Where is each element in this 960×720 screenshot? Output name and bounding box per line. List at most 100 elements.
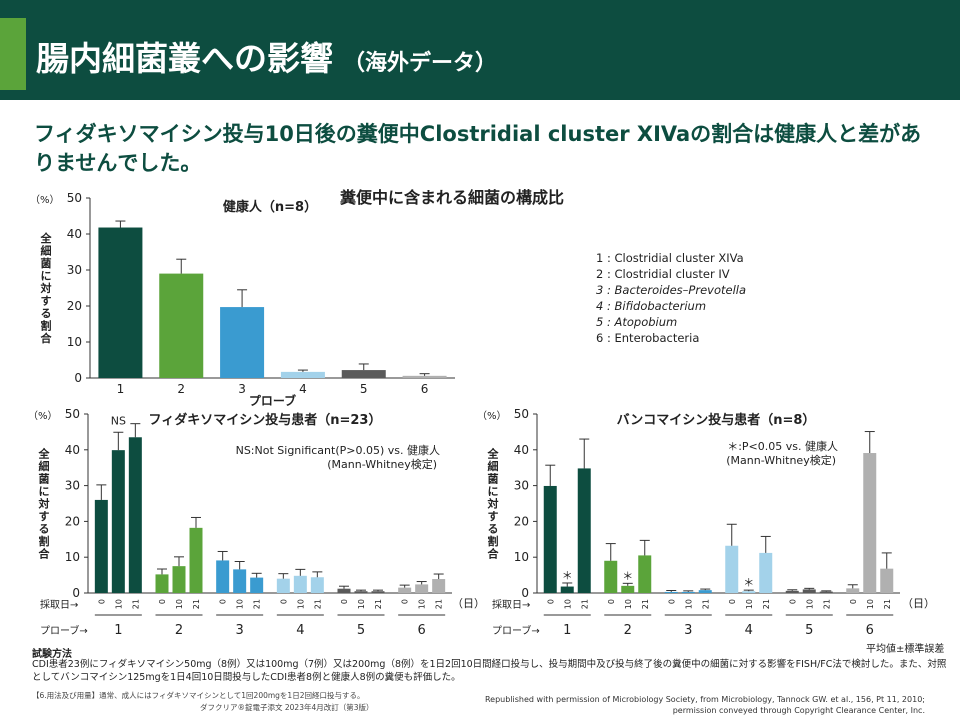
vancomycin-ylabel-char: る <box>488 523 499 536</box>
healthy-y-tick-label: 50 <box>67 191 82 205</box>
vancomycin-bar <box>846 588 860 593</box>
fidaxomicin-ylabel-char: る <box>39 523 50 536</box>
vancomycin-bar <box>863 453 877 593</box>
probe-legend-line: 2 : Clostridial cluster IV <box>596 267 730 281</box>
fidaxomicin-bar <box>172 566 186 593</box>
fidaxomicin-day-label: 10 <box>175 599 184 609</box>
vancomycin-bar <box>725 545 739 593</box>
vancomycin-day-label: 21 <box>883 599 892 609</box>
header-bar: 腸内細菌叢への影響 （海外データ） <box>0 0 960 100</box>
page-title: 腸内細菌叢への影響 （海外データ） <box>36 39 498 78</box>
vancomycin-bar <box>604 560 618 593</box>
healthy-ylabel-char: る <box>41 307 52 320</box>
fidaxomicin-day-label: 0 <box>340 599 349 604</box>
vancomycin-day-label: 10 <box>684 599 693 609</box>
vancomycin-y-tick-label: 30 <box>514 479 529 493</box>
vancomycin-probe-arrow-label: プローブ→ <box>492 624 540 637</box>
method-text: CDI患者23例にフィダキソマイシン50mg（8例）又は100mg（7例）又は2… <box>32 659 947 683</box>
vancomycin-x-tick-label: 6 <box>866 623 874 638</box>
fidaxomicin-day-label: 10 <box>418 599 427 609</box>
vancomycin-bar <box>880 568 894 593</box>
vancomycin-note-1: ＊:P<0.05 vs. 健康人 <box>727 439 838 453</box>
vancomycin-significance-mark: ＊ <box>562 569 573 582</box>
fidaxomicin-ylabel-char: す <box>39 510 50 523</box>
fidaxomicin-day-label: 21 <box>374 599 383 609</box>
fidaxomicin-x-tick-label: 2 <box>175 623 183 638</box>
healthy-y-tick-label: 0 <box>74 371 82 385</box>
healthy-ylabel-char: 細 <box>41 244 52 258</box>
fidaxomicin-bar <box>94 499 108 593</box>
vancomycin-significance-mark: ＊ <box>743 576 754 589</box>
fidaxomicin-bar <box>216 560 230 593</box>
vancomycin-note-2: (Mann-Whitney検定) <box>726 453 836 467</box>
vancomycin-bar <box>577 468 591 593</box>
vancomycin-day-label: 10 <box>866 599 875 609</box>
fidaxomicin-day-label: 10 <box>357 599 366 609</box>
healthy-x-tick-label: 4 <box>299 382 307 396</box>
vancomycin-day-label: 10 <box>563 599 572 609</box>
healthy-y-tick-label: 20 <box>67 299 82 313</box>
healthy-chart-title: 健康人（n=8） <box>223 199 317 215</box>
vancomycin-ylabel-char: 合 <box>488 547 500 561</box>
fidaxomicin-bar <box>111 450 125 593</box>
fidaxomicin-bar <box>276 578 290 593</box>
vancomycin-day-label: 21 <box>580 599 589 609</box>
vancomycin-ylabel-char: 細 <box>488 459 499 473</box>
healthy-ylabel-char: 全 <box>40 231 53 245</box>
fidaxomicin-x-tick-label: 6 <box>418 623 426 638</box>
fidaxomicin-day-label: 0 <box>401 599 410 604</box>
healthy-bar <box>341 370 386 378</box>
vancomycin-x-tick-label: 3 <box>684 623 692 638</box>
fidaxomicin-ylabel-char: 全 <box>38 447 51 461</box>
vancomycin-day-label: 0 <box>607 599 616 604</box>
probe-legend-line: 3 : Bacteroides–Prevotella <box>596 283 746 297</box>
vancomycin-bar <box>802 589 816 593</box>
fidaxomicin-ylabel-char: 対 <box>38 497 50 511</box>
healthy-x-tick-label: 6 <box>421 382 429 396</box>
fidaxomicin-x-tick-label: 5 <box>357 623 365 638</box>
healthy-bar <box>402 375 447 378</box>
fidaxomicin-bar <box>310 577 324 593</box>
vancomycin-day-label: 21 <box>701 599 710 609</box>
fidaxomicin-ylabel-char: に <box>39 485 50 498</box>
fidaxomicin-ylabel-char: 割 <box>39 534 50 548</box>
healthy-y-tick-label: 10 <box>67 335 82 349</box>
vancomycin-day-label: 10 <box>624 599 633 609</box>
mean-note: 平均値±標準誤差 <box>866 644 945 655</box>
probe-legend-line: 1 : Clostridial cluster XIVa <box>596 251 744 265</box>
probe-legend-line: 4 : Bifidobacterium <box>596 299 706 313</box>
fidaxomicin-day-label: 0 <box>279 599 288 604</box>
probe-legend-line: 6 : Enterobacteria <box>596 331 699 345</box>
fidaxomicin-day-label: 10 <box>236 599 245 609</box>
package-insert-note: ダフクリア®錠電子添文 2023年4月改訂（第3版） <box>200 703 374 712</box>
fidaxomicin-day-label: 21 <box>313 599 322 609</box>
permission-note: Republished with permission of Microbiol… <box>420 694 925 716</box>
healthy-bar <box>159 273 204 378</box>
fidaxomicin-ylabel-char: 細 <box>39 459 50 473</box>
healthy-y-tick-label: 40 <box>67 227 82 241</box>
fidaxomicin-day-label: 0 <box>219 599 228 604</box>
fidaxomicin-bar <box>250 577 264 593</box>
vancomycin-y-tick-label: 20 <box>514 514 529 528</box>
fidaxomicin-bar <box>128 437 142 593</box>
vancomycin-y-tick-label: 10 <box>514 550 529 564</box>
vancomycin-y-tick-label: 40 <box>514 443 529 457</box>
vancomycin-ylabel-char: す <box>488 510 499 523</box>
fidaxomicin-bar <box>398 587 412 593</box>
figure-title: 糞便中に含まれる細菌の構成比 <box>340 188 565 207</box>
vancomycin-bar <box>819 591 833 593</box>
fidaxomicin-y-tick-label: 20 <box>65 514 80 528</box>
fidaxomicin-note-1: NS:Not Significant(P>0.05) vs. 健康人 <box>236 443 440 457</box>
vancomycin-day-label: 0 <box>667 599 676 604</box>
vancomycin-day-label: 21 <box>822 599 831 609</box>
fidaxomicin-day-label: 21 <box>253 599 262 609</box>
vancomycin-x-tick-label: 2 <box>624 623 632 638</box>
healthy-bar <box>280 371 325 378</box>
fidaxomicin-day-label: 10 <box>114 599 123 609</box>
fidaxomicin-x-tick-label: 3 <box>236 623 244 638</box>
vancomycin-bar <box>759 552 773 593</box>
healthy-x-tick-label: 3 <box>238 382 246 396</box>
page-subtitle: （海外データ） <box>343 51 498 76</box>
fidaxomicin-x-tick-label: 4 <box>296 623 304 638</box>
healthy-x-tick-label: 1 <box>117 382 125 396</box>
